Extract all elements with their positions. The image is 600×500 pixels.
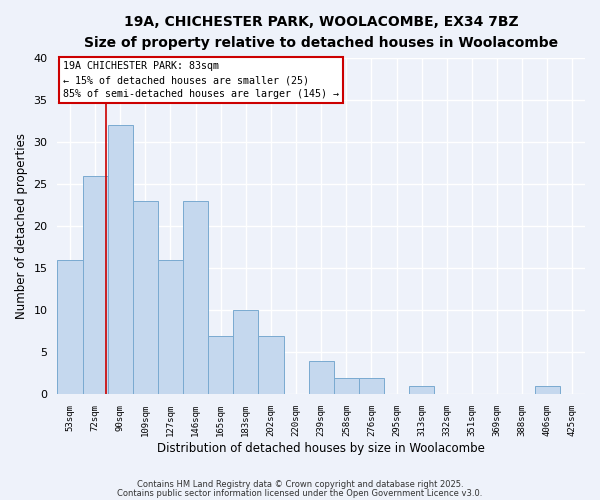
Bar	[308, 361, 334, 394]
Bar	[359, 378, 384, 394]
Bar	[133, 201, 158, 394]
Bar	[259, 336, 284, 394]
Bar	[334, 378, 359, 394]
Bar	[58, 260, 83, 394]
Bar	[183, 201, 208, 394]
Text: Contains HM Land Registry data © Crown copyright and database right 2025.: Contains HM Land Registry data © Crown c…	[137, 480, 463, 489]
Bar	[83, 176, 107, 394]
Y-axis label: Number of detached properties: Number of detached properties	[15, 133, 28, 319]
Bar	[535, 386, 560, 394]
Bar	[158, 260, 183, 394]
Bar	[409, 386, 434, 394]
Bar	[208, 336, 233, 394]
Text: Contains public sector information licensed under the Open Government Licence v3: Contains public sector information licen…	[118, 488, 482, 498]
Title: 19A, CHICHESTER PARK, WOOLACOMBE, EX34 7BZ
Size of property relative to detached: 19A, CHICHESTER PARK, WOOLACOMBE, EX34 7…	[84, 15, 558, 50]
Text: 19A CHICHESTER PARK: 83sqm
← 15% of detached houses are smaller (25)
85% of semi: 19A CHICHESTER PARK: 83sqm ← 15% of deta…	[62, 61, 338, 99]
Bar	[107, 125, 133, 394]
X-axis label: Distribution of detached houses by size in Woolacombe: Distribution of detached houses by size …	[157, 442, 485, 455]
Bar	[233, 310, 259, 394]
